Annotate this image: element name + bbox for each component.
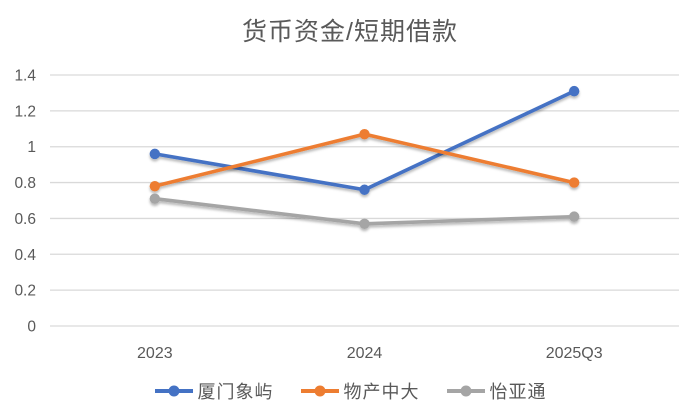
data-point bbox=[149, 193, 161, 204]
legend-label: 怡亚通 bbox=[489, 382, 547, 402]
legend-dot bbox=[460, 385, 471, 397]
data-point bbox=[359, 128, 370, 140]
legend-label: 物产中大 bbox=[343, 382, 420, 402]
legend-label: 厦门象屿 bbox=[197, 382, 274, 402]
legend-item-厦门象屿: 厦门象屿 bbox=[154, 378, 274, 404]
y-tick-label: 1.4 bbox=[14, 68, 36, 85]
data-point bbox=[568, 177, 580, 188]
series-lines bbox=[149, 85, 580, 230]
gridlines bbox=[50, 74, 679, 327]
x-tick-label: 2023 bbox=[137, 345, 173, 362]
y-tick-label: 0 bbox=[27, 319, 36, 336]
y-tick-label: 1.2 bbox=[14, 103, 36, 120]
legend-item-怡亚通: 怡亚通 bbox=[446, 378, 547, 404]
series-怡亚通 bbox=[149, 193, 580, 230]
x-tick-label: 2025Q3 bbox=[546, 345, 603, 362]
x-tick-label: 2024 bbox=[347, 345, 383, 362]
x-axis-tick-labels: 2023 2024 2025Q3 bbox=[137, 345, 603, 362]
legend-dot bbox=[168, 385, 179, 397]
y-tick-label: 0.6 bbox=[14, 211, 36, 228]
y-tick-label: 0.8 bbox=[14, 175, 36, 192]
legend-line-marker-icon bbox=[300, 385, 339, 397]
legend-dot bbox=[314, 385, 325, 397]
chart-title: 货币资金/短期借款 bbox=[242, 18, 458, 46]
chart-legend: 厦门象屿 物产中大 怡亚通 bbox=[0, 378, 700, 404]
legend-line-marker-icon bbox=[154, 385, 193, 397]
y-axis-tick-labels: 1.4 1.2 1 0.8 0.6 0.4 0.2 0 bbox=[14, 68, 36, 336]
y-tick-label: 0.4 bbox=[14, 247, 36, 264]
legend-line-marker-icon bbox=[446, 385, 485, 397]
data-point bbox=[149, 180, 161, 192]
data-point bbox=[359, 218, 370, 230]
data-point bbox=[359, 184, 370, 195]
series-line bbox=[153, 132, 576, 188]
data-point bbox=[149, 148, 161, 160]
series-物产中大 bbox=[149, 128, 580, 192]
y-tick-label: 0.2 bbox=[14, 283, 36, 300]
legend-item-物产中大: 物产中大 bbox=[300, 378, 420, 404]
data-point bbox=[568, 211, 580, 222]
series-厦门象屿 bbox=[149, 85, 580, 195]
data-point bbox=[568, 85, 580, 97]
series-line bbox=[153, 89, 576, 192]
y-tick-label: 1 bbox=[27, 139, 36, 156]
